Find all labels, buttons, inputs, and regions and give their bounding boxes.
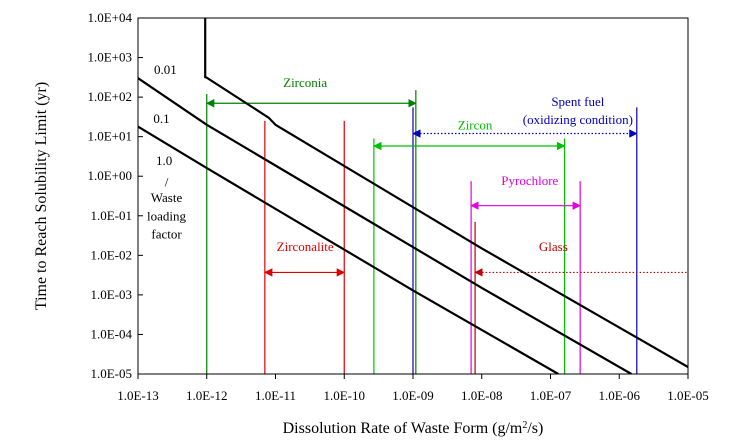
- waste-form-range: Spent fuel (oxidizing condition): [412, 94, 638, 374]
- curve-label: loading: [147, 209, 186, 224]
- x-axis-title-superscript: 2: [522, 420, 527, 431]
- curve-label: 1.0: [156, 153, 172, 168]
- y-tick-label: 1.0E+02: [87, 89, 132, 104]
- y-tick-label: 1.0E+03: [87, 50, 132, 65]
- waste-form-label: Zirconia: [283, 75, 327, 90]
- y-axis-title: Time to Reach Solubility Limit (yr): [33, 82, 50, 310]
- y-tick-label: 1.0E+00: [87, 168, 132, 183]
- curve-label: 0.1: [153, 111, 169, 126]
- y-tick-label: 1.0E-05: [90, 366, 132, 381]
- x-axis-title: Dissolution Rate of Waste Form (g/m2/s): [283, 420, 544, 438]
- x-tick-label: 1.0E-12: [186, 388, 228, 403]
- x-tick-label: 1.0E-10: [323, 388, 365, 403]
- curve-label: /: [165, 174, 169, 189]
- y-axis: 1.0E+04 1.0E+03 1.0E+02 1.0E+01 1.0E+00 1.0E-…: [87, 10, 143, 381]
- waste-loading-curve: [138, 77, 632, 374]
- waste-form-label: Pyrochlore: [501, 173, 558, 188]
- x-tick-label: 1.0E-13: [117, 388, 159, 403]
- x-tick-label: 1.0E-11: [255, 388, 296, 403]
- curve-label: Waste: [151, 190, 183, 205]
- waste-form-range: Pyrochlore: [470, 173, 581, 374]
- y-tick-label: 1.0E-02: [90, 247, 132, 262]
- x-tick-label: 1.0E-07: [530, 388, 572, 403]
- waste-loading-curve: [138, 125, 559, 374]
- y-tick-label: 1.0E-04: [90, 326, 132, 341]
- x-tick-label: 1.0E-06: [598, 388, 640, 403]
- waste-form-label: Zirconalite: [277, 239, 334, 254]
- waste-form-range: Zirconalite: [264, 120, 346, 374]
- curve-label: 0.01: [154, 62, 177, 77]
- curve-label: factor: [151, 226, 182, 241]
- waste-loading-curve: [204, 18, 688, 368]
- waste-form-label: Glass: [539, 239, 568, 254]
- y-tick-label: 1.0E+01: [87, 129, 132, 144]
- plot-lines: Zirconia Spent fuel (oxidizing condition) Z…: [138, 18, 688, 374]
- y-tick-label: 1.0E-03: [90, 287, 132, 302]
- y-tick-label: 1.0E-01: [90, 208, 132, 223]
- x-tick-label: 1.0E-09: [392, 388, 434, 403]
- waste-form-range: Glass: [474, 221, 688, 374]
- waste-form-range: Zirconia: [205, 75, 417, 374]
- x-tick-label: 1.0E-08: [461, 388, 503, 403]
- x-tick-label: 1.0E-05: [667, 388, 709, 403]
- waste-form-label: Zircon: [458, 118, 493, 133]
- y-tick-label: 1.0E+04: [87, 10, 132, 25]
- x-axis-title-end: /s): [527, 420, 543, 437]
- waste-form-label: (oxidizing condition): [523, 112, 633, 127]
- x-axis: 1.0E-13 1.0E-12 1.0E-11 1.0E-10 1.0E-09 1.0E-…: [117, 374, 709, 403]
- x-axis-title-main: Dissolution Rate of Waste Form (g/m: [283, 420, 523, 437]
- waste-form-range: Zircon: [373, 118, 566, 374]
- waste-form-label: Spent fuel: [551, 94, 604, 109]
